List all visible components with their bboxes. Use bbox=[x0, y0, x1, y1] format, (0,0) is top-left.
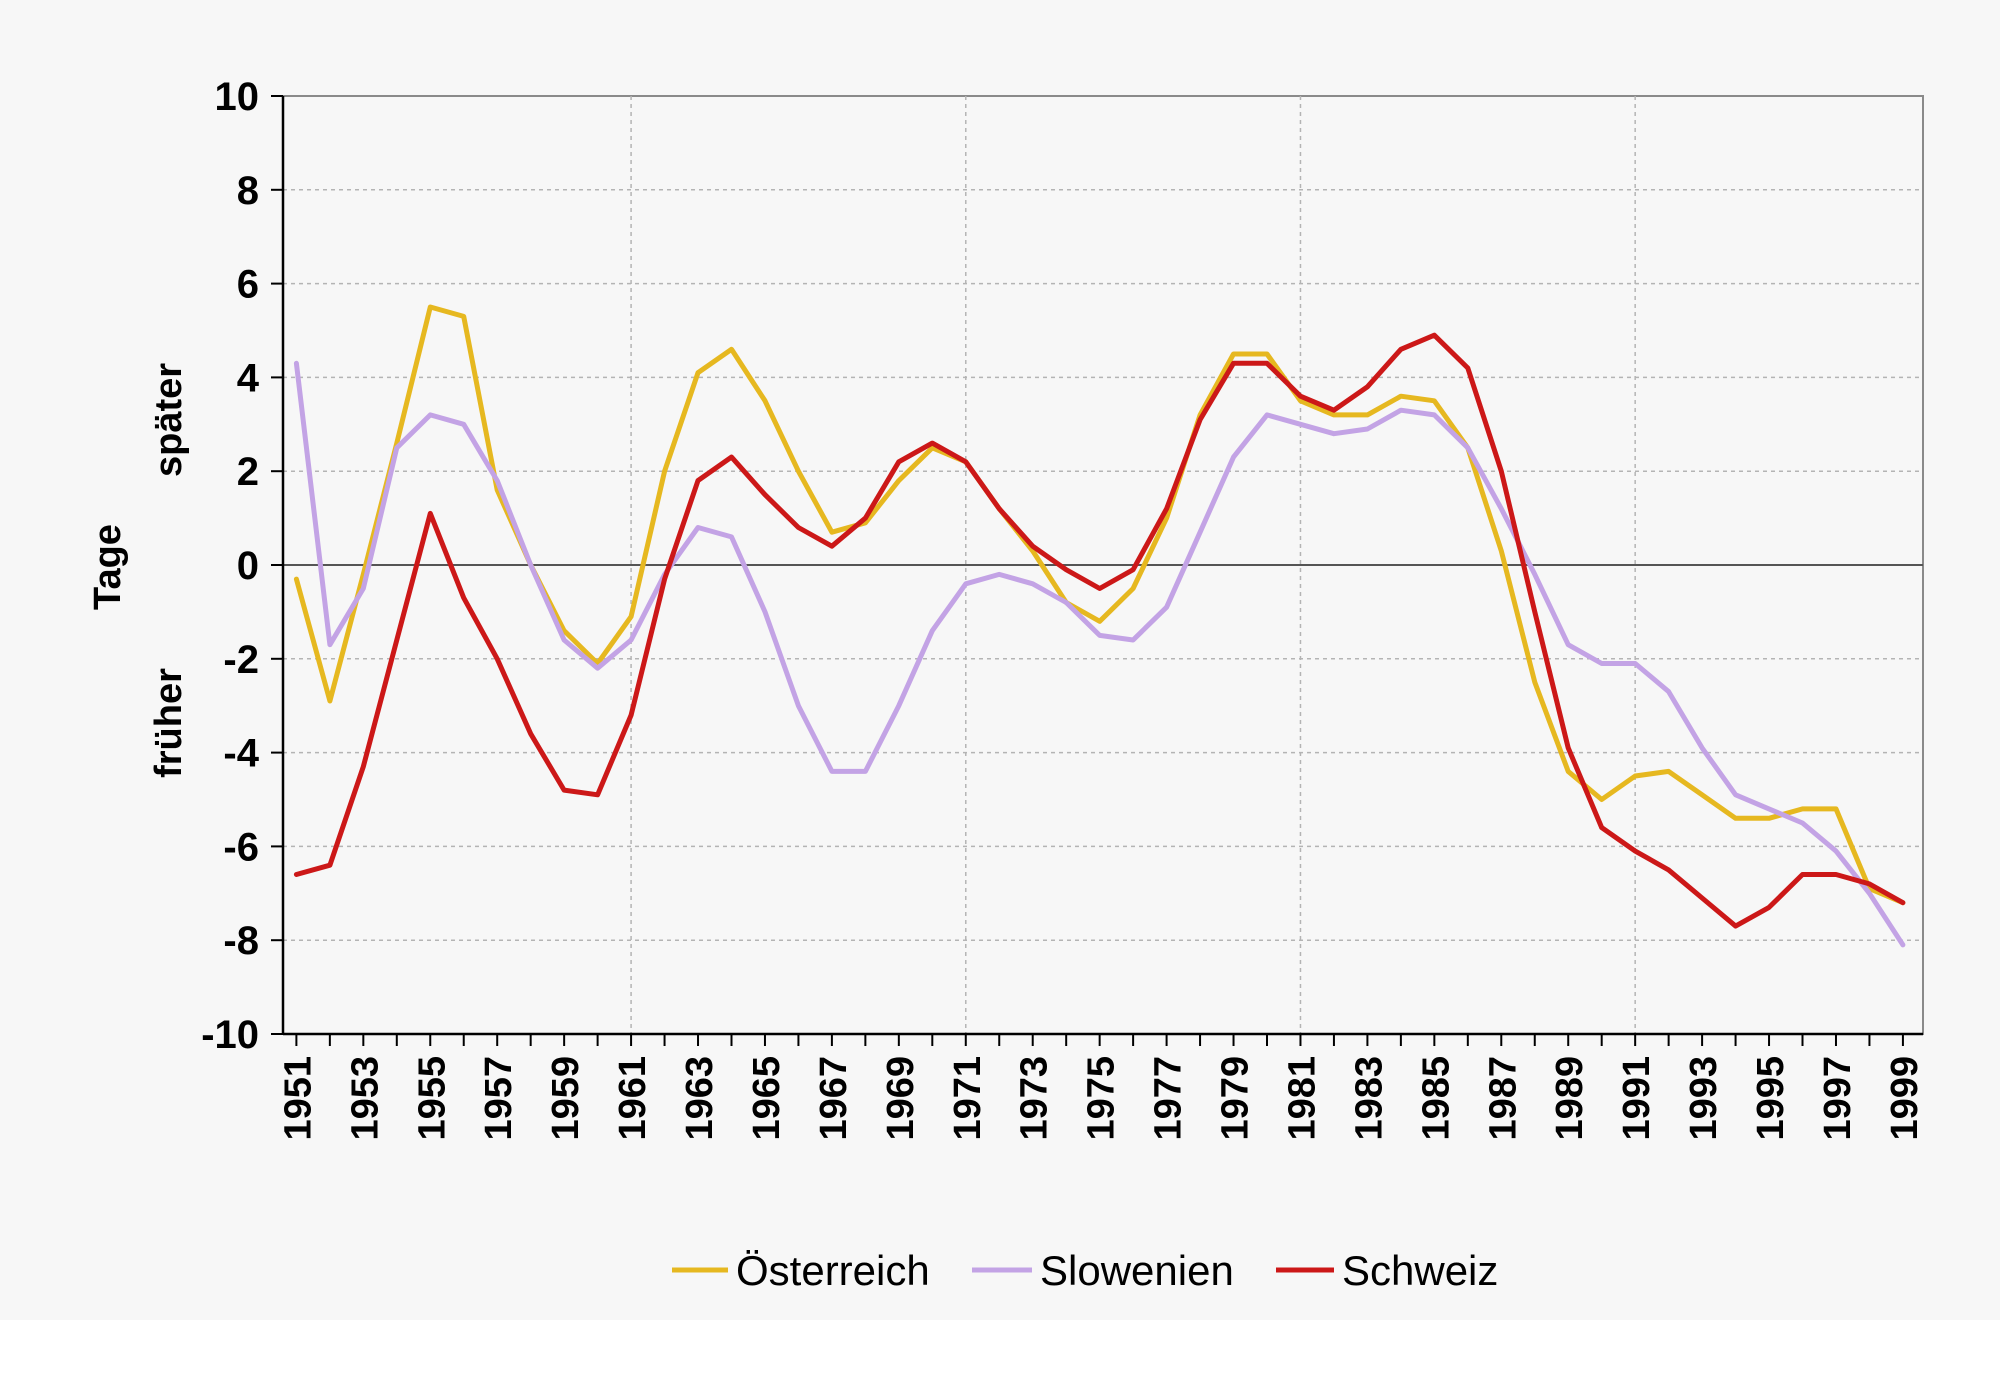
legend: Österreich Slowenien Schweiz bbox=[672, 1247, 1498, 1294]
series-line-schweiz bbox=[293, 332, 1906, 929]
y-tick-label: -4 bbox=[223, 732, 259, 776]
x-tick-label: 1969 bbox=[880, 1056, 922, 1141]
y-tick-label: -10 bbox=[201, 1013, 259, 1057]
series-line-oesterreich bbox=[293, 304, 1906, 906]
x-tick-label: 1991 bbox=[1616, 1056, 1658, 1141]
chart-area: 10 8 6 4 2 0 -2 -4 -6 -8 -10 1951 1953 1955 1957 1959 19… bbox=[87, 75, 1926, 1294]
x-tick-label: 1999 bbox=[1884, 1056, 1926, 1141]
x-tick-label: 1975 bbox=[1081, 1056, 1123, 1141]
x-tick-label: 1993 bbox=[1683, 1056, 1725, 1141]
x-tick-label: 1955 bbox=[411, 1056, 453, 1141]
axis-layer bbox=[271, 95, 1923, 1046]
x-tick-label: 1967 bbox=[813, 1056, 855, 1141]
x-tick-label: 1983 bbox=[1348, 1056, 1390, 1141]
y-tick-label: 4 bbox=[237, 356, 260, 400]
x-tick-label: 1973 bbox=[1014, 1056, 1056, 1141]
x-tick-label: 1957 bbox=[478, 1056, 520, 1141]
x-tick-label: 1961 bbox=[612, 1056, 654, 1141]
x-tick-label: 1979 bbox=[1215, 1056, 1257, 1141]
tick-layer: 10 8 6 4 2 0 -2 -4 -6 -8 -10 1951 1953 1955 1957 1959 19… bbox=[201, 75, 1926, 1141]
y-axis-title: Tage bbox=[87, 524, 129, 610]
x-tick-label: 1985 bbox=[1415, 1056, 1457, 1141]
y-tick-label: -8 bbox=[223, 919, 259, 963]
x-tick-label: 1971 bbox=[947, 1056, 989, 1141]
x-tick-label: 1959 bbox=[545, 1056, 587, 1141]
y-tick-label: -2 bbox=[223, 638, 259, 682]
x-tick-label: 1981 bbox=[1281, 1056, 1323, 1141]
y-axis-label-upper: später bbox=[148, 363, 190, 477]
y-tick-label: 8 bbox=[237, 169, 259, 213]
x-tick-label: 1987 bbox=[1482, 1056, 1524, 1141]
x-tick-label: 1995 bbox=[1750, 1056, 1792, 1141]
series-layer bbox=[293, 304, 1906, 948]
y-axis-label-lower: früher bbox=[148, 668, 190, 778]
x-tick-label: 1965 bbox=[746, 1056, 788, 1141]
line-chart: 10 8 6 4 2 0 -2 -4 -6 -8 -10 1951 1953 1955 1957 1959 19… bbox=[87, 75, 1926, 1294]
y-tick-label: -6 bbox=[223, 825, 259, 869]
x-tick-label: 1989 bbox=[1549, 1056, 1591, 1141]
y-tick-label: 2 bbox=[237, 450, 259, 494]
y-tick-label: 6 bbox=[237, 263, 259, 307]
legend-label-schweiz: Schweiz bbox=[1342, 1247, 1498, 1294]
x-tick-label: 1977 bbox=[1148, 1056, 1190, 1141]
x-tick-label: 1951 bbox=[277, 1056, 319, 1141]
x-tick-label: 1997 bbox=[1817, 1056, 1859, 1141]
legend-label-oesterreich: Österreich bbox=[736, 1247, 930, 1294]
x-tick-label: 1963 bbox=[679, 1056, 721, 1141]
y-tick-label: 0 bbox=[237, 544, 259, 588]
y-tick-label: 10 bbox=[215, 75, 260, 119]
series-line-slowenien bbox=[293, 360, 1906, 948]
x-tick-label: 1953 bbox=[344, 1056, 386, 1141]
legend-label-slowenien: Slowenien bbox=[1040, 1247, 1234, 1294]
